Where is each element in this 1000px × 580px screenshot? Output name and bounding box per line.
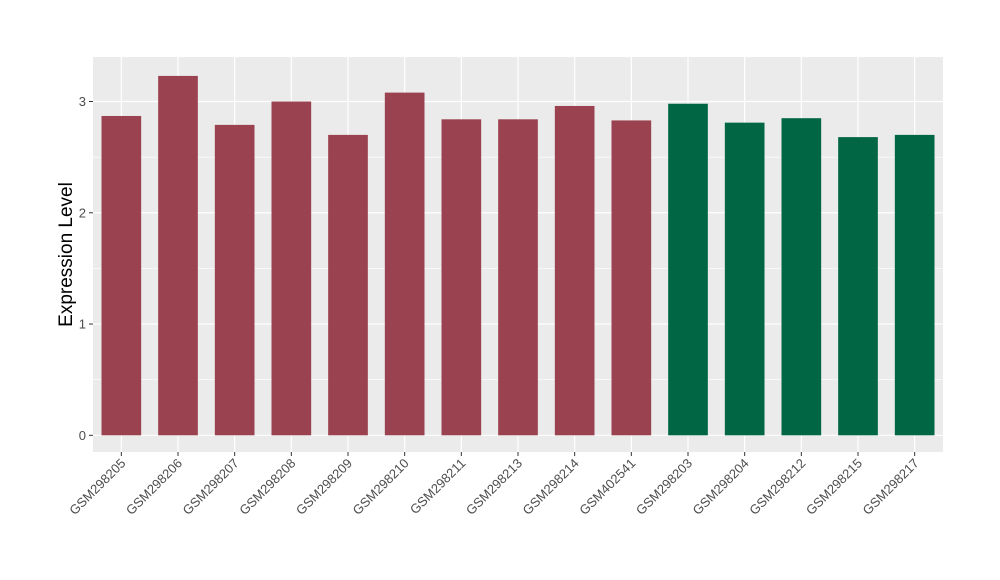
y-axis: 0 1 2 3 [79, 94, 93, 443]
bar-gsm298215 [838, 137, 878, 436]
y-tick-label: 1 [79, 317, 86, 332]
bar-gsm298212 [781, 118, 822, 436]
bar-gsm298205 [101, 115, 142, 436]
x-tick-label: GSM298217 [860, 456, 922, 518]
y-tick-label: 3 [79, 94, 86, 109]
x-tick-label: GSM298214 [520, 456, 582, 518]
bar-gsm298214 [554, 105, 595, 436]
y-tick-label: 2 [79, 205, 86, 220]
x-tick-label: GSM298205 [66, 456, 128, 518]
bar-gsm298217 [894, 134, 935, 436]
bar-gsm298204 [724, 122, 765, 436]
bar-gsm298207 [214, 124, 255, 436]
x-tick-label: GSM298209 [293, 456, 355, 518]
y-axis-title: Expression Level [56, 182, 77, 327]
bar-gsm298206 [158, 75, 198, 436]
x-tick-label: GSM298212 [746, 456, 808, 518]
bar-gsm298210 [384, 92, 425, 436]
x-axis: GSM298205GSM298206GSM298207GSM298208GSM2… [66, 452, 922, 518]
x-tick-label: GSM298203 [633, 456, 695, 518]
bar-gsm298211 [441, 119, 482, 436]
bar-gsm298203 [668, 103, 708, 436]
y-tick-label: 0 [79, 428, 86, 443]
bar-gsm402541 [611, 120, 652, 436]
x-tick-label: GSM298208 [236, 456, 298, 518]
x-tick-label: GSM298215 [803, 456, 865, 518]
bar-gsm298213 [498, 119, 538, 436]
x-tick-label: GSM402541 [576, 456, 638, 518]
x-tick-label: GSM298207 [180, 456, 242, 518]
x-tick-label: GSM298211 [407, 456, 469, 518]
x-tick-label: GSM298204 [690, 456, 752, 518]
bar-gsm298209 [328, 134, 368, 436]
x-tick-label: GSM298213 [463, 456, 525, 518]
x-tick-label: GSM298206 [123, 456, 185, 518]
x-tick-label: GSM298210 [350, 456, 412, 518]
bars [101, 75, 935, 436]
bar-gsm298208 [271, 101, 312, 436]
